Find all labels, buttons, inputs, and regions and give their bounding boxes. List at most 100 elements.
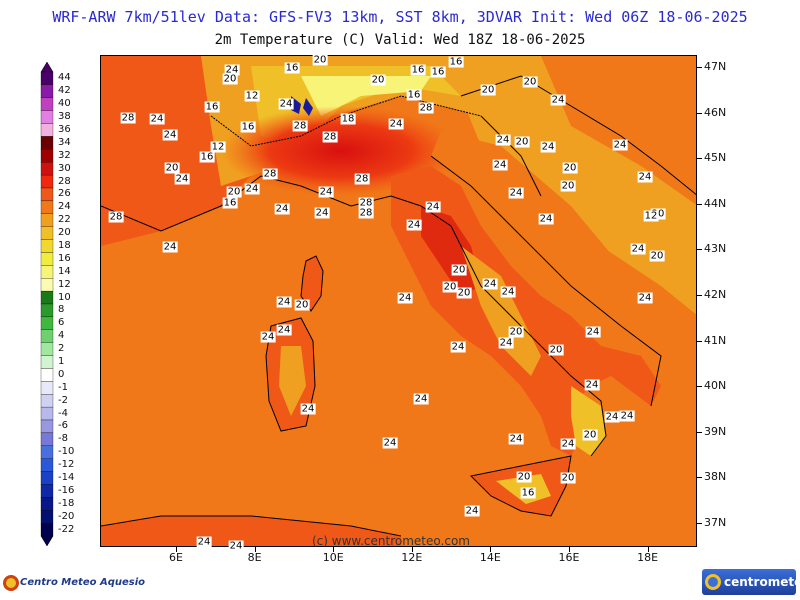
temperature-label: 24 (464, 505, 480, 517)
legend-label: 26 (58, 188, 71, 200)
africa-coast (101, 515, 402, 537)
temperature-label: 20 (294, 299, 310, 311)
legend-label: 0 (58, 368, 65, 380)
legend-label: 42 (58, 85, 71, 97)
longitude-tick (333, 547, 335, 552)
temperature-label: 24 (318, 186, 334, 198)
temperature-label: 24 (260, 331, 276, 343)
longitude-tick (411, 547, 413, 552)
legend-label: -22 (58, 523, 75, 535)
legend-swatch (40, 174, 54, 189)
lake-como (303, 98, 313, 116)
legend-swatch (40, 497, 54, 511)
legend-swatch (40, 123, 54, 137)
apennines-area (461, 246, 541, 376)
temperature-label: 20 (548, 344, 564, 356)
longitude-label: 6E (169, 551, 183, 564)
legend-swatch (40, 200, 54, 214)
latitude-label: 42N (704, 288, 727, 301)
temperature-label: 16 (430, 66, 446, 78)
temperature-label: 20 (312, 54, 328, 66)
legend-swatch (40, 97, 54, 111)
latitude-label: 46N (704, 105, 727, 119)
temperature-label: 24 (397, 292, 413, 304)
lake-maggiore (291, 96, 301, 114)
longitude-tick (647, 547, 649, 552)
temperature-label: 12 (643, 210, 659, 222)
latitude-label: 47N (704, 60, 727, 73)
legend-swatch (40, 406, 54, 421)
legend-swatch (40, 432, 54, 446)
temperature-label: 24 (538, 213, 554, 225)
temperature-label: 28 (108, 211, 124, 223)
legend-swatch (40, 484, 54, 498)
legend-label: 22 (58, 214, 71, 226)
french-coast (101, 175, 422, 232)
legend-label: 30 (58, 162, 71, 174)
temperature-label: 24 (278, 98, 294, 110)
slovenia-border (480, 115, 542, 197)
legend-label: -10 (58, 446, 75, 458)
latitude-tick (697, 112, 702, 114)
temperature-label: 16 (284, 62, 300, 74)
centro-meteo-aquesio-logo (3, 575, 19, 591)
temperature-label: 28 (418, 102, 434, 114)
legend-label: 34 (58, 136, 71, 148)
latitude-tick (697, 249, 702, 251)
legend-swatch (40, 265, 54, 279)
legend-label: 38 (58, 111, 71, 123)
legend-swatch (40, 316, 54, 330)
latitude-tick (697, 67, 702, 68)
temperature-legend: 44 42 40 38 36 34 32 30 28 26 24 22 20 18 16 14 12 10 8 6 4 2… (36, 61, 96, 547)
temperature-label: 24 (162, 241, 178, 253)
temperature-label: 20 (164, 162, 180, 174)
right-logo-text: centrometeo (724, 575, 800, 589)
temperature-label: 20 (649, 250, 665, 262)
legend-swatch (40, 187, 54, 202)
legend-colorbar (40, 61, 54, 547)
temperature-label: 16 (520, 487, 536, 499)
legend-label: 2 (58, 343, 65, 355)
latitude-tick (697, 295, 702, 296)
legend-label: 24 (58, 201, 71, 213)
centrometeo-logo-icon (705, 574, 721, 590)
temperature-label: 12 (244, 90, 260, 102)
legend-swatch (40, 303, 54, 318)
temperature-label: 20 (456, 287, 472, 299)
temperature-label: 24 (500, 286, 516, 298)
temperature-label: 24 (196, 536, 212, 548)
legend-label: 10 (58, 291, 71, 303)
legend-label: -16 (58, 484, 75, 496)
latitude-tick (697, 477, 702, 479)
legend-swatch (40, 239, 54, 253)
temperature-label: 24 (619, 410, 635, 422)
left-logo-text: Centro Meteo Aquesio (20, 577, 145, 588)
temperature-label: 28 (322, 131, 338, 143)
temperature-label: 20 (370, 74, 386, 86)
temperature-label: 24 (495, 134, 511, 146)
corsica-island (301, 256, 323, 311)
temperature-label: 20 (451, 264, 467, 276)
latitude-label: 37N (704, 516, 727, 529)
temperature-label: 24 (560, 438, 576, 450)
temperature-label: 20 (222, 73, 238, 85)
temperature-label: 24 (149, 113, 165, 125)
legend-swatch (40, 329, 54, 343)
temperature-label: 16 (199, 151, 215, 163)
longitude-label: 12E (401, 551, 423, 564)
latitude-label: 38N (704, 470, 727, 484)
temperature-label: 24 (174, 173, 190, 185)
legend-label: 20 (58, 227, 71, 239)
temperature-label: 24 (492, 159, 508, 171)
longitude-label: 8E (247, 551, 262, 564)
temperature-label: 20 (480, 84, 496, 96)
legend-swatch (40, 110, 54, 124)
longitude-tick (490, 547, 492, 552)
legend-label: -4 (58, 407, 68, 419)
temperature-label: 20 (514, 136, 530, 148)
latitude-label: 40N (704, 379, 727, 393)
legend-label: -2 (58, 394, 68, 406)
temperature-label: 24 (498, 337, 514, 349)
latitude-label: 44N (704, 196, 727, 210)
temperature-label: 24 (630, 243, 646, 255)
